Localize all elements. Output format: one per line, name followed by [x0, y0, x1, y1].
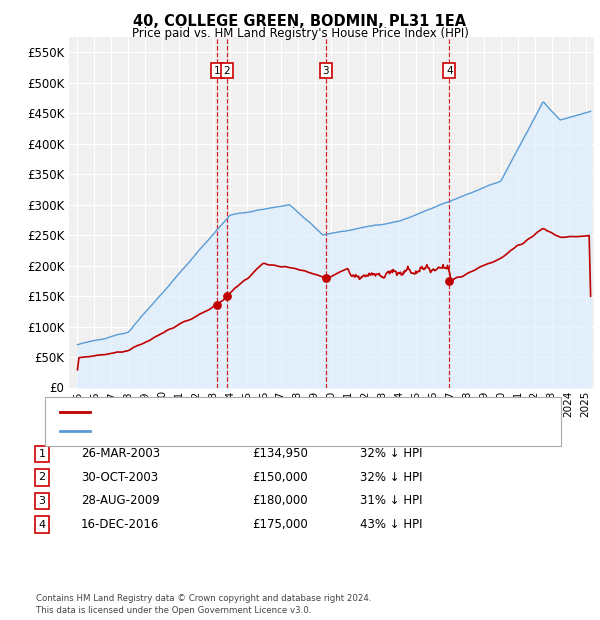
Text: 28-AUG-2009: 28-AUG-2009: [81, 495, 160, 507]
Point: [321, 273, 331, 283]
Point: [445, 276, 454, 286]
Text: 16-DEC-2016: 16-DEC-2016: [81, 518, 160, 531]
Text: 40, COLLEGE GREEN, BODMIN, PL31 1EA: 40, COLLEGE GREEN, BODMIN, PL31 1EA: [133, 14, 467, 29]
Text: 3: 3: [38, 496, 46, 506]
Text: £134,950: £134,950: [252, 448, 308, 460]
Text: This data is licensed under the Open Government Licence v3.0.: This data is licensed under the Open Gov…: [36, 606, 311, 615]
Text: 26-MAR-2003: 26-MAR-2003: [81, 448, 160, 460]
Point: [212, 300, 221, 310]
Text: £175,000: £175,000: [252, 518, 308, 531]
Point: [222, 291, 232, 301]
Text: 1: 1: [38, 449, 46, 459]
Text: £150,000: £150,000: [252, 471, 308, 484]
Text: 31% ↓ HPI: 31% ↓ HPI: [360, 495, 422, 507]
Text: 32% ↓ HPI: 32% ↓ HPI: [360, 448, 422, 460]
Text: Price paid vs. HM Land Registry's House Price Index (HPI): Price paid vs. HM Land Registry's House …: [131, 27, 469, 40]
Text: 43% ↓ HPI: 43% ↓ HPI: [360, 518, 422, 531]
Text: 4: 4: [446, 66, 452, 76]
Text: 1: 1: [214, 66, 220, 76]
Text: 32% ↓ HPI: 32% ↓ HPI: [360, 471, 422, 484]
Text: 2: 2: [38, 472, 46, 482]
Text: 2: 2: [224, 66, 230, 76]
Text: HPI: Average price, detached house, Cornwall: HPI: Average price, detached house, Corn…: [96, 426, 350, 436]
Text: 3: 3: [322, 66, 329, 76]
Text: 40, COLLEGE GREEN, BODMIN, PL31 1EA (detached house): 40, COLLEGE GREEN, BODMIN, PL31 1EA (det…: [96, 407, 425, 417]
Text: 4: 4: [38, 520, 46, 529]
Text: 30-OCT-2003: 30-OCT-2003: [81, 471, 158, 484]
Text: £180,000: £180,000: [252, 495, 308, 507]
Text: Contains HM Land Registry data © Crown copyright and database right 2024.: Contains HM Land Registry data © Crown c…: [36, 593, 371, 603]
